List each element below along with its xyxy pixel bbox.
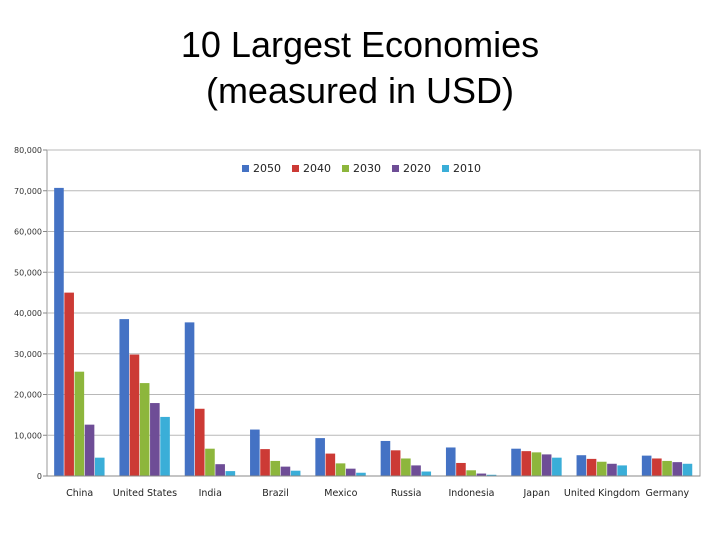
bar [129,354,140,476]
bar [270,460,281,476]
y-tick-label: 80,000 [14,146,42,155]
slide-title-line-1: 10 Largest Economies [180,24,540,65]
bar [94,457,105,476]
bar [466,470,476,476]
bar [662,460,672,476]
bar [260,449,270,476]
bar [335,463,346,476]
bar [421,471,432,476]
bar [290,470,301,476]
x-tick-label: China [66,488,93,499]
bar [390,450,401,476]
legend: 2050 2040 2030 2020 2010 [242,162,481,175]
bar [521,451,532,476]
bar [280,466,291,476]
bar [356,472,366,476]
bar [205,448,215,476]
slide-title: 10 Largest Economies (measured in USD) [0,22,720,114]
x-tick-label: United States [113,488,177,499]
bar [576,455,587,476]
bar [380,440,391,476]
bar-chart: 0 10,000 20,000 30,000 40,000 50,000 60,000 70,… [14,146,701,499]
legend-swatch [342,165,349,172]
x-tick-label: United Kingdom [564,488,640,499]
legend-label: 2050 [253,162,281,175]
bar [511,448,521,476]
bar [74,371,85,476]
bar [596,461,607,476]
bar [586,458,597,476]
bar [486,474,497,476]
bar [401,458,411,476]
x-tick-label: Indonesia [448,488,494,499]
bar [54,187,64,476]
bar [139,383,150,476]
x-tick-label: Brazil [262,488,289,499]
bar [531,452,542,476]
bar [607,463,617,476]
y-tick-label: 40,000 [14,309,42,318]
y-tick-label: 20,000 [14,391,42,400]
bar [225,471,236,476]
legend-swatch [392,165,399,172]
bar [119,319,130,476]
bar [160,416,170,476]
slide-title-line-2: (measured in USD) [205,70,515,111]
y-tick-label: 0 [37,472,42,481]
bar [64,292,74,476]
bar [411,465,421,476]
y-tick-label: 30,000 [14,350,42,359]
bar [641,455,652,476]
bar [250,429,260,476]
bar [652,458,662,476]
x-tick-label: Japan [523,488,551,499]
bar [672,462,683,476]
bars [54,187,693,476]
bar [617,465,627,476]
bar [541,454,552,476]
bar [184,322,195,476]
y-tick-label: 50,000 [14,268,42,277]
bar [84,424,95,476]
x-tick-label: Russia [391,488,422,499]
bar [476,473,487,476]
legend-label: 2020 [403,162,431,175]
legend-swatch [242,165,249,172]
legend-label: 2030 [353,162,381,175]
bar [445,447,456,476]
legend-swatch [292,165,299,172]
y-tick-label: 10,000 [14,431,42,440]
legend-swatch [442,165,449,172]
bar [215,464,225,476]
y-tick-label: 60,000 [14,228,42,237]
bar [456,462,466,476]
y-tick-label: 70,000 [14,187,42,196]
bar [552,457,562,476]
x-tick-label: Germany [646,488,690,499]
bar [315,438,325,476]
legend-label: 2010 [453,162,481,175]
x-axis: China United States India Brazil Mexico Russi… [47,475,700,499]
bar [194,408,205,476]
x-tick-label: India [199,488,222,499]
x-tick-label: Mexico [324,488,357,499]
bar [325,453,336,476]
bar [150,403,160,476]
y-axis: 0 10,000 20,000 30,000 40,000 50,000 60,000 70,… [14,146,47,481]
bar [345,468,356,476]
legend-label: 2040 [303,162,331,175]
bar [682,463,693,476]
